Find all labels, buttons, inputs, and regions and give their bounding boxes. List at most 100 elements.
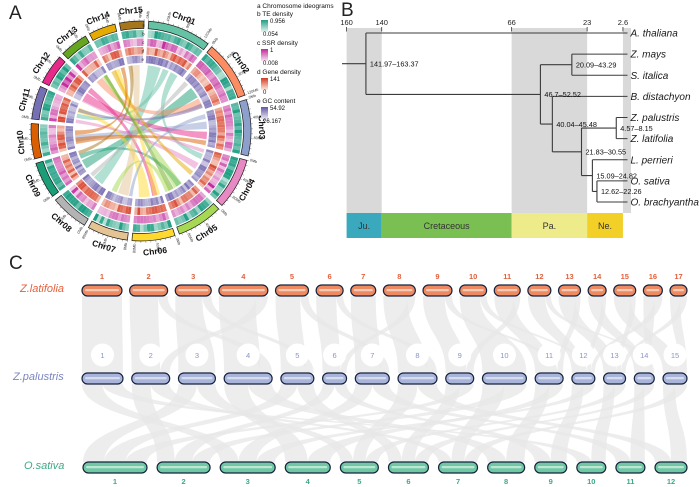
- synteny-ribbon: [558, 296, 617, 373]
- synteny-ribbon: [494, 296, 552, 373]
- synteny-ribbon: [104, 384, 298, 462]
- synteny-chord: [111, 160, 172, 193]
- ring-letter: b: [142, 31, 145, 36]
- legend-gradient-swatch: [261, 78, 268, 90]
- chromosome-number: 6: [406, 477, 410, 486]
- species-tip-label: L. perrieri: [631, 155, 674, 166]
- chromosome-number: 3: [195, 351, 199, 360]
- mb-tick-label: 120Mb: [247, 88, 259, 96]
- ring-letter: a: [142, 22, 145, 27]
- mb-tick-label: 40Mb: [30, 178, 40, 186]
- geo-period-band: [346, 213, 382, 238]
- time-axis-tick-label: 2.6: [618, 18, 628, 27]
- chromosome-number: 8: [397, 272, 401, 281]
- mb-tick-label: 40Mb: [101, 238, 108, 248]
- chromosome-number: 3: [246, 477, 250, 486]
- chromosome-number: 2: [147, 272, 151, 281]
- mb-tick-label: 40Mb: [19, 137, 29, 142]
- mb-tick-label: 120Mb: [203, 27, 213, 39]
- geo-period-label: Ju.: [358, 221, 370, 231]
- chromosome-label: Chr14: [85, 9, 111, 27]
- chromosome-number: 10: [500, 351, 508, 360]
- chromosome-number: 9: [549, 477, 553, 486]
- chromosome-number: 4: [246, 351, 250, 360]
- chromosome-number: 15: [671, 351, 679, 360]
- chromosome-number: 1: [100, 351, 104, 360]
- chromosome-number-circle: [185, 343, 209, 367]
- legend-gradient-swatch: [261, 107, 268, 119]
- chromosome-ideogram: [62, 35, 90, 60]
- chromosome-number-circle: [406, 343, 429, 367]
- chromosome-number: 5: [290, 272, 294, 281]
- mb-tick-label: 0Mb: [116, 13, 121, 21]
- chromosome-ideogram: [206, 46, 246, 99]
- synteny-ribbon: [444, 296, 558, 373]
- synteny-chord: [93, 65, 161, 185]
- mb-tick-label: 0Mb: [211, 37, 219, 45]
- node-age-label: 12.62–22.26: [601, 187, 642, 196]
- mb-tick-label: 0Mb: [24, 157, 32, 163]
- synteny-ribbon: [307, 384, 564, 462]
- synteny-ribbon: [125, 384, 474, 462]
- legend-item-title: c SSR density: [257, 40, 298, 47]
- chromosome-ideogram: [118, 20, 145, 31]
- synteny-ribbon: [466, 296, 521, 373]
- chromosome-number: 11: [503, 272, 511, 281]
- mb-tick-label: 0Mb: [77, 226, 84, 234]
- synteny-ribbon: [591, 296, 663, 373]
- mb-tick-label: 0Mb: [146, 11, 151, 19]
- chromosome-number: 13: [565, 272, 573, 281]
- legend-item-title: b TE density: [257, 11, 294, 18]
- ring-letter: c: [142, 40, 145, 45]
- chromosome-label: Chr10: [14, 130, 26, 155]
- mb-tick-label: 80Mb: [186, 233, 194, 243]
- chromosome-number: 14: [593, 272, 602, 281]
- tree-branches: [342, 32, 628, 203]
- synteny-ribbon: [365, 384, 626, 462]
- chromosome-number-circle: [663, 343, 687, 367]
- legend-max-value: 141: [270, 77, 281, 83]
- chromosome-number: 7: [370, 351, 374, 360]
- chromosome-number: 4: [306, 477, 311, 486]
- legend-min-value: 0.054: [263, 32, 279, 38]
- mb-tick-label: 40Mb: [58, 214, 67, 224]
- chromosome-number: 2: [149, 351, 153, 360]
- synteny-ribbon: [464, 384, 687, 462]
- geo-period-band: [587, 213, 623, 238]
- species-row-label: Z.palustris: [13, 371, 64, 383]
- chromosome-number-circle: [448, 343, 472, 367]
- mb-tick-label: 40Mb: [103, 14, 110, 24]
- chromosome-number-circle: [323, 343, 347, 367]
- panel-label-b: B: [341, 0, 354, 21]
- chromosome-ideogram: [147, 20, 209, 51]
- node-age-label: 141.97–163.37: [370, 60, 419, 69]
- node-age-label: 21.83–30.55: [586, 148, 627, 157]
- node-age-label: 4.57–8.15: [620, 124, 652, 133]
- chromosome-number: 6: [328, 272, 332, 281]
- time-axis-tick-label: 160: [340, 18, 353, 27]
- chromosome-number: 16: [649, 272, 657, 281]
- chromosome-number: 11: [626, 477, 634, 486]
- mb-tick-label: 0Mb: [21, 115, 29, 120]
- synteny-ribbon: [630, 384, 645, 462]
- chromosome-label: Chr01: [171, 9, 197, 27]
- legend-item-title: d Gene density: [257, 69, 301, 76]
- chromosome-number-circle: [360, 343, 384, 367]
- chromosome-number: 5: [295, 351, 299, 360]
- chromosome-label: Chr07: [91, 238, 117, 255]
- chromosome-ideogram: [87, 220, 129, 241]
- chromosome-ideogram: [30, 123, 43, 160]
- species-tip-label: S. italica: [631, 71, 669, 82]
- synteny-chord: [77, 107, 150, 197]
- species-tip-label: B. distachyon: [631, 92, 691, 103]
- species-tip-label: A. thaliana: [630, 29, 679, 40]
- chromosome-ideogram: [31, 86, 48, 121]
- mb-tick-label: 40Mb: [166, 12, 172, 22]
- chromosome-number: 12: [667, 477, 675, 486]
- chromosome-number: 8: [504, 477, 508, 486]
- chromosome-label: Chr06: [142, 245, 167, 258]
- synteny-ribbon: [174, 384, 335, 462]
- synteny-ribbon: [527, 296, 584, 373]
- geo-period-label: Cretaceous: [424, 221, 471, 231]
